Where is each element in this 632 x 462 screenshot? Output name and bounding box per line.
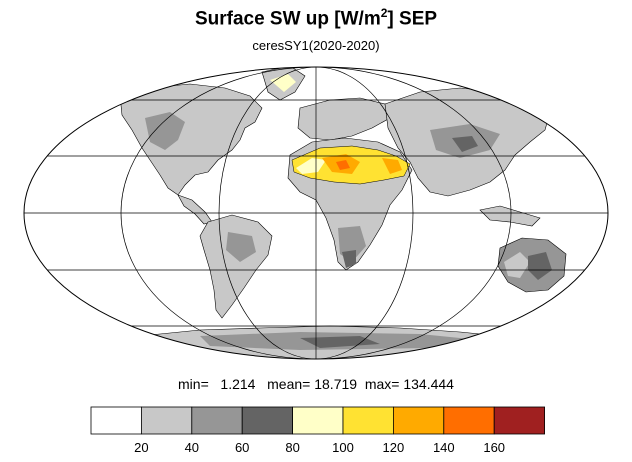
map-title: Surface SW up [W/m2] SEP	[0, 6, 632, 30]
colorbar-box	[443, 406, 495, 435]
colorbar-box	[241, 406, 293, 435]
colorbar-boxes	[90, 406, 546, 435]
colorbar-box	[342, 406, 394, 435]
colorbar-box	[292, 406, 344, 435]
map-subtitle: ceresSY1(2020-2020)	[252, 38, 380, 53]
desert-sahara-peak	[336, 160, 350, 170]
colorbar-box	[493, 406, 546, 435]
colorbar-tick-label: 20	[134, 440, 148, 455]
title-text: Surface SW up [W/m	[194, 8, 381, 30]
land-greenland-desert	[270, 74, 296, 92]
colorbar-box	[392, 406, 445, 435]
mean-value: 18.719	[314, 376, 358, 392]
min-label: min=	[178, 376, 209, 392]
land-south-america	[199, 214, 273, 319]
land-indonesia	[479, 205, 541, 227]
land-asia-dark	[452, 136, 478, 152]
colorbar-tick-label: 60	[235, 440, 249, 455]
longitude-line	[218, 67, 414, 359]
colorbar-box	[140, 406, 193, 435]
colorbar-tick-label: 100	[332, 440, 354, 455]
map-outline	[23, 66, 609, 360]
min-value: 1.214	[220, 376, 256, 392]
max-label: max=	[364, 376, 400, 392]
land-australia-dark	[528, 252, 552, 280]
statistics-line: min= 1.214 mean= 18.719 max= 134.444	[0, 376, 632, 392]
land-north-america	[119, 83, 263, 196]
longitude-line	[120, 67, 512, 359]
desert-arabia-high	[382, 158, 402, 174]
land-africa-dark	[342, 250, 356, 268]
colorbar-box	[191, 406, 243, 435]
colorbar-tick-label: 160	[483, 440, 505, 455]
colorbar-tick-label: 40	[185, 440, 199, 455]
land-shading	[89, 67, 567, 359]
colorbar-tick-label: 140	[433, 440, 455, 455]
land-antarctica-dark	[300, 336, 380, 348]
land-south-america-shade	[226, 232, 256, 262]
colorbar-box	[90, 406, 142, 435]
colorbar-tick-label: 80	[285, 440, 299, 455]
mean-label: mean=	[267, 376, 311, 392]
colorbar-labels: 20 40 60 80 100 120 140 160	[134, 440, 505, 455]
land-europe	[297, 97, 391, 141]
land-north-america-shade	[145, 112, 185, 150]
title-suffix: ] SEP	[387, 8, 438, 30]
desert-sahara-low	[296, 158, 326, 174]
colorbar-tick-label: 120	[383, 440, 405, 455]
land-australia-light	[504, 252, 530, 278]
max-value: 134.444	[403, 376, 454, 392]
title-superscript: 2	[380, 6, 388, 20]
